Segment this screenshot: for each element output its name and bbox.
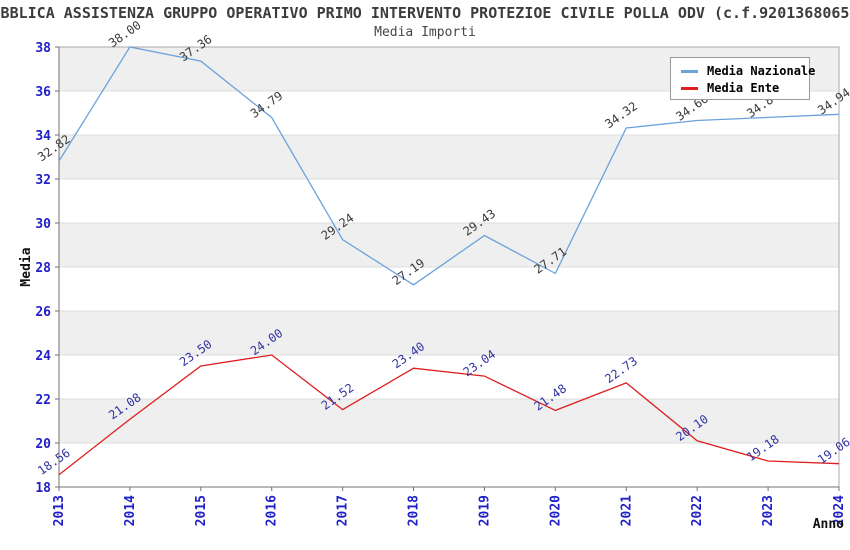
legend-label: Media Ente xyxy=(707,81,780,95)
x-axis-title: Anno xyxy=(813,517,844,532)
x-tick-label: 2019 xyxy=(477,495,492,526)
y-tick-label: 36 xyxy=(35,85,51,100)
x-tick-label: 2022 xyxy=(690,495,705,526)
y-tick-label: 20 xyxy=(35,437,51,452)
y-tick-label: 34 xyxy=(35,129,51,144)
band xyxy=(59,399,839,443)
y-tick-label: 38 xyxy=(35,41,51,56)
x-tick-label: 2018 xyxy=(407,495,422,526)
chart-subtitle: Media Importi xyxy=(374,25,476,40)
legend-item-media-ente: Media Ente xyxy=(681,80,809,96)
y-tick-label: 32 xyxy=(35,173,51,188)
x-tick-label: 2024 xyxy=(832,495,847,526)
x-tick-label: 2014 xyxy=(123,495,138,526)
y-tick-label: 26 xyxy=(35,305,51,320)
x-tick-label: 2013 xyxy=(52,495,67,526)
y-tick-label: 30 xyxy=(35,217,51,232)
x-tick-label: 2023 xyxy=(761,495,776,526)
y-tick-label: 22 xyxy=(35,393,51,408)
band xyxy=(59,135,839,179)
chart-title: PUBBLICA ASSISTENZA GRUPPO OPERATIVO PRI… xyxy=(0,4,850,22)
y-axis-title: Media xyxy=(19,247,34,286)
y-tick-label: 24 xyxy=(35,349,51,364)
legend: Media Nazionale Media Ente xyxy=(670,57,815,100)
y-tick-label: 18 xyxy=(35,481,51,496)
media-nazionale-line-swatch xyxy=(681,69,698,73)
series-line-media-ente xyxy=(58,354,840,476)
x-tick-label: 2020 xyxy=(548,495,563,526)
legend-item-media-nazionale: Media Nazionale xyxy=(681,63,815,79)
band xyxy=(59,311,839,355)
legend-label: Media Nazionale xyxy=(707,64,816,78)
x-tick-label: 2021 xyxy=(619,495,634,526)
x-tick-label: 2016 xyxy=(265,495,280,526)
data-label: 38.00 xyxy=(106,18,144,50)
series-line-media-nazionale xyxy=(58,46,840,286)
y-tick-label: 28 xyxy=(35,261,51,276)
x-tick-label: 2017 xyxy=(336,495,351,526)
x-tick-label: 2015 xyxy=(194,495,209,526)
media-ente-line-swatch xyxy=(681,86,698,90)
